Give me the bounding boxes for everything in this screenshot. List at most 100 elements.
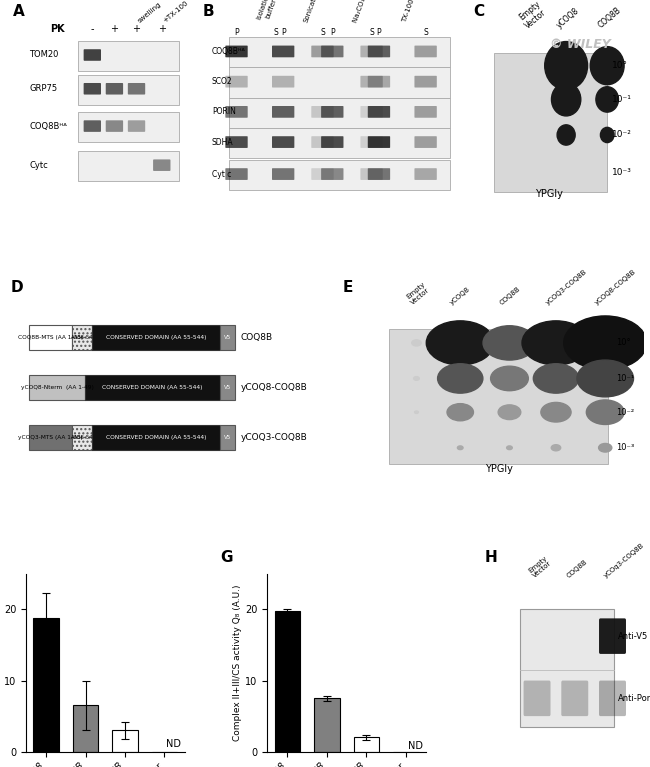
FancyBboxPatch shape [272,45,294,58]
Circle shape [522,321,590,365]
Text: swelling: swelling [136,1,162,24]
FancyBboxPatch shape [29,425,72,449]
Circle shape [577,360,634,397]
Circle shape [458,446,463,449]
Text: SCO2: SCO2 [212,77,233,86]
FancyBboxPatch shape [368,137,390,148]
Text: 10°: 10° [616,338,630,347]
FancyBboxPatch shape [368,76,390,87]
FancyBboxPatch shape [226,168,248,180]
FancyBboxPatch shape [493,53,607,192]
Text: V5: V5 [224,335,231,340]
Circle shape [447,403,473,421]
Circle shape [415,411,419,413]
Text: S: S [320,28,325,38]
Text: GRP75: GRP75 [29,84,57,94]
FancyBboxPatch shape [220,375,235,400]
FancyBboxPatch shape [321,137,343,148]
FancyBboxPatch shape [85,375,220,400]
Text: Cytc: Cytc [29,160,48,170]
Circle shape [564,316,647,370]
Circle shape [551,83,581,116]
Circle shape [437,364,483,393]
FancyBboxPatch shape [360,106,383,118]
Circle shape [599,443,612,452]
Bar [314,698,340,752]
Text: H: H [484,550,497,565]
Text: S: S [274,28,278,38]
Text: yCOq3-COQ8B: yCOq3-COQ8B [603,542,645,579]
FancyBboxPatch shape [226,106,248,118]
Text: COQ8B-MTS (AA 1-35): COQ8B-MTS (AA 1-35) [18,335,83,340]
Text: yCOQ3-COQ8B: yCOQ3-COQ8B [545,268,588,305]
Text: V5: V5 [224,385,231,390]
Text: Empty
Vector: Empty Vector [517,0,549,30]
Circle shape [413,377,419,380]
Circle shape [590,47,624,84]
FancyBboxPatch shape [562,680,588,716]
Text: P: P [330,28,335,38]
Text: Anti-Porin: Anti-Porin [618,694,650,703]
Bar [112,730,138,752]
Text: yCOQ8-COQ8B: yCOQ8-COQ8B [241,383,307,392]
FancyBboxPatch shape [29,325,72,350]
FancyBboxPatch shape [72,325,92,350]
Text: P: P [376,28,382,38]
FancyBboxPatch shape [599,618,626,654]
Text: Sonication: Sonication [303,0,321,23]
Text: COQ8Bᴴᴬ: COQ8Bᴴᴬ [212,47,246,56]
Text: SDHA: SDHA [212,137,233,146]
FancyBboxPatch shape [311,45,333,58]
Text: YPGly: YPGly [485,464,512,475]
Text: A: A [14,5,25,19]
Circle shape [601,127,614,143]
FancyBboxPatch shape [311,137,333,148]
Y-axis label: Complex II+III/CS activity Q₈ (A.U.): Complex II+III/CS activity Q₈ (A.U.) [233,584,242,741]
FancyBboxPatch shape [29,375,85,400]
Text: CONSERVED DOMAIN (AA 55-544): CONSERVED DOMAIN (AA 55-544) [105,335,206,340]
FancyBboxPatch shape [84,49,101,61]
Circle shape [551,445,561,451]
Bar [73,706,98,752]
Circle shape [498,405,521,420]
Text: 10⁻²: 10⁻² [612,130,632,140]
FancyBboxPatch shape [272,137,294,148]
FancyBboxPatch shape [226,45,248,58]
Bar [274,611,300,752]
Text: 10⁻³: 10⁻³ [612,168,632,177]
Text: TX-100 2%: TX-100 2% [401,0,420,23]
FancyBboxPatch shape [311,168,333,180]
FancyBboxPatch shape [415,106,437,118]
Text: AA36-54: AA36-54 [71,435,94,439]
Bar [354,737,379,752]
FancyBboxPatch shape [272,106,294,118]
FancyBboxPatch shape [229,67,450,97]
Text: S: S [369,28,374,38]
Circle shape [426,321,494,365]
FancyBboxPatch shape [153,160,170,171]
FancyBboxPatch shape [360,76,383,87]
Text: P: P [281,28,285,38]
FancyBboxPatch shape [415,45,437,58]
Circle shape [483,326,536,360]
Text: COQ8B: COQ8B [499,285,521,305]
Circle shape [411,340,421,346]
FancyBboxPatch shape [92,425,220,449]
FancyBboxPatch shape [78,151,179,181]
Text: S: S [423,28,428,38]
Text: 10⁻¹: 10⁻¹ [612,95,632,104]
Text: yCOQ3-MTS (AA 1-35): yCOQ3-MTS (AA 1-35) [18,435,83,439]
FancyBboxPatch shape [78,112,179,142]
Text: YPGly: YPGly [535,189,563,199]
FancyBboxPatch shape [84,83,101,94]
FancyBboxPatch shape [272,168,294,180]
FancyBboxPatch shape [311,106,333,118]
Text: © WILEY: © WILEY [550,38,611,51]
Text: Na₂CO₃ 0.2M: Na₂CO₃ 0.2M [352,0,373,23]
Text: PK: PK [50,25,65,35]
Circle shape [586,400,624,424]
Circle shape [557,125,575,145]
Text: Empty
Vector: Empty Vector [528,555,553,579]
Text: G: G [220,550,232,565]
Text: +: + [158,25,166,35]
